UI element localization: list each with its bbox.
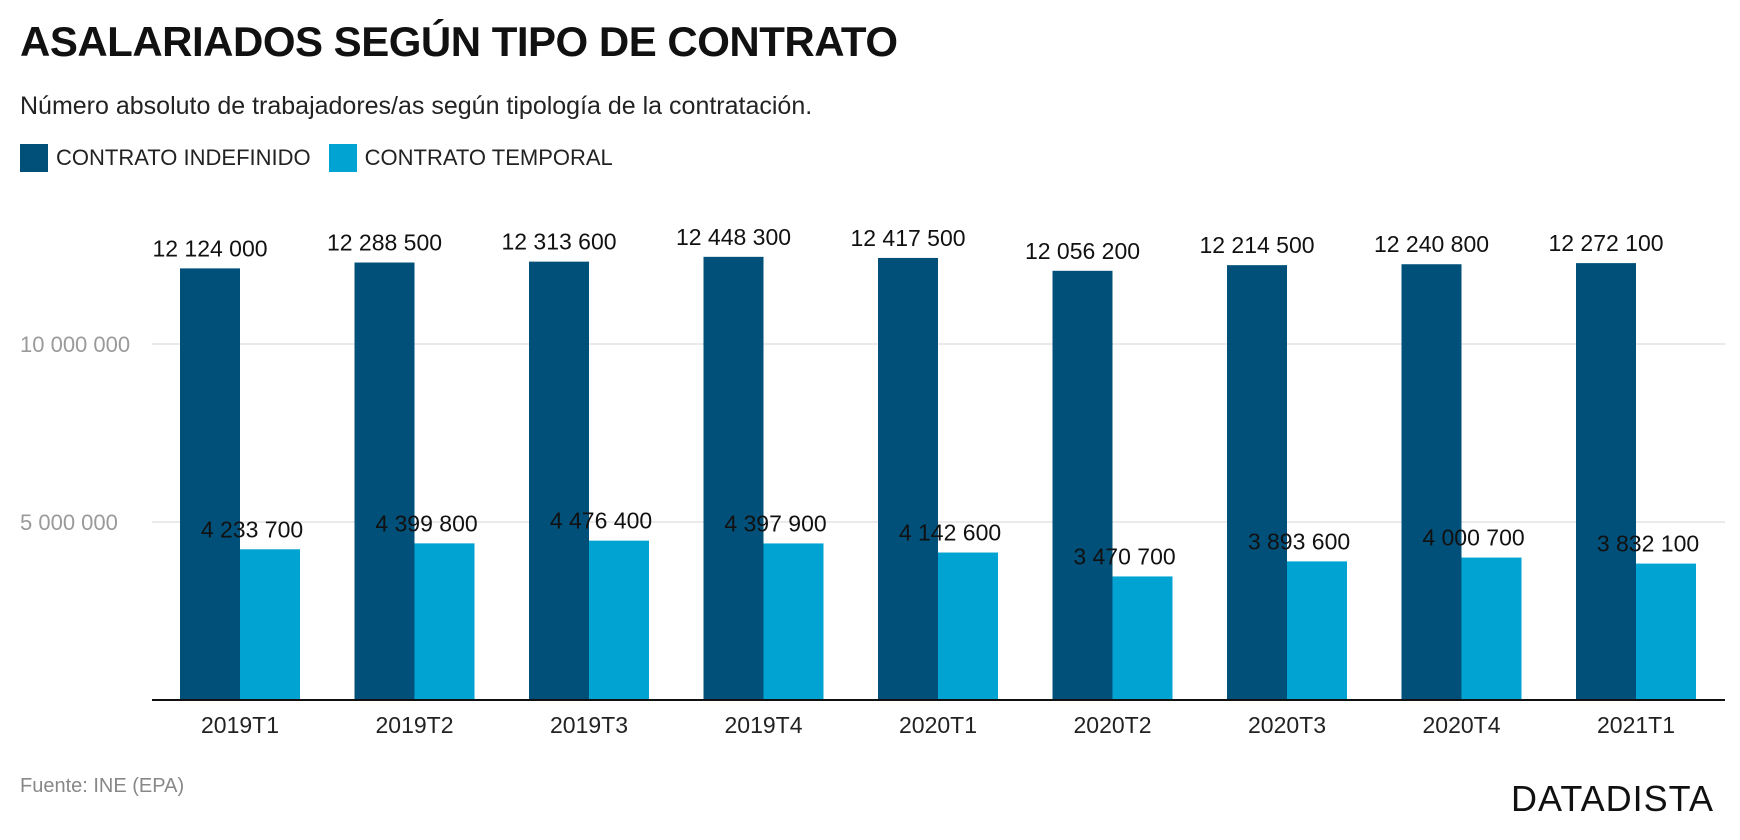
bar-indefinido	[180, 268, 240, 700]
bar-temporal	[763, 543, 824, 700]
x-tick-label: 2021T1	[1597, 712, 1675, 738]
data-label-indefinido: 12 240 800	[1374, 231, 1489, 257]
data-label-indefinido: 12 448 300	[676, 224, 791, 250]
data-label-temporal: 4 476 400	[550, 508, 652, 534]
data-label-indefinido: 12 313 600	[501, 229, 616, 255]
data-label-temporal: 4 233 700	[201, 516, 303, 542]
data-label-indefinido: 12 214 500	[1199, 232, 1314, 258]
bar-indefinido	[529, 261, 589, 700]
bar-temporal	[938, 552, 998, 700]
legend-label-indefinido: CONTRATO INDEFINIDO	[56, 145, 311, 170]
x-tick-label: 2019T2	[375, 712, 453, 738]
legend-item-temporal: CONTRATO TEMPORAL	[328, 144, 613, 172]
x-tick-label: 2020T1	[899, 712, 977, 738]
bar-indefinido	[1401, 264, 1462, 700]
data-label-indefinido: 12 272 100	[1548, 230, 1663, 256]
bar-temporal	[1287, 561, 1347, 700]
data-label-temporal: 4 000 700	[1422, 525, 1524, 551]
bar-temporal	[414, 543, 475, 700]
bar-temporal	[1112, 576, 1173, 700]
bar-indefinido	[1052, 270, 1113, 700]
data-label-temporal: 4 397 900	[724, 510, 826, 536]
data-label-indefinido: 12 124 000	[152, 235, 267, 261]
bar-indefinido	[1227, 265, 1287, 700]
bar-indefinido	[703, 256, 764, 700]
x-tick-label: 2019T1	[201, 712, 279, 738]
legend-label-temporal: CONTRATO TEMPORAL	[364, 145, 613, 170]
data-label-temporal: 4 142 600	[899, 520, 1001, 546]
data-label-temporal: 3 893 600	[1248, 528, 1350, 554]
x-tick-label: 2020T4	[1422, 712, 1500, 738]
chart-legend: CONTRATO INDEFINIDO CONTRATO TEMPORAL	[20, 144, 631, 172]
legend-swatch-indefinido	[20, 144, 48, 172]
chart-subtitle: Número absoluto de trabajadores/as según…	[20, 92, 813, 120]
bar-temporal	[1636, 563, 1696, 700]
x-tick-label: 2019T4	[724, 712, 802, 738]
source-note: Fuente: INE (EPA)	[20, 775, 185, 797]
x-tick-label: 2020T3	[1248, 712, 1326, 738]
bar-temporal	[589, 540, 649, 700]
y-tick-label: 5 000 000	[20, 510, 118, 535]
data-label-indefinido: 12 417 500	[850, 225, 965, 251]
bar-indefinido	[878, 257, 938, 700]
bar-temporal	[240, 549, 300, 700]
data-label-temporal: 3 470 700	[1073, 543, 1175, 569]
x-tick-label: 2020T2	[1073, 712, 1151, 738]
bar-indefinido	[354, 262, 415, 700]
legend-item-indefinido: CONTRATO INDEFINIDO	[20, 144, 311, 172]
bar-temporal	[1461, 557, 1522, 700]
data-label-temporal: 3 832 100	[1597, 531, 1699, 557]
legend-swatch-temporal	[328, 144, 357, 172]
brand-logo: DATADISTA	[1510, 778, 1714, 819]
y-tick-label: 10 000 000	[20, 332, 130, 357]
data-label-temporal: 4 399 800	[375, 510, 477, 536]
chart-title: ASALARIADOS SEGÚN TIPO DE CONTRATO	[20, 18, 898, 65]
data-label-indefinido: 12 288 500	[327, 230, 442, 256]
x-tick-label: 2019T3	[550, 712, 628, 738]
bar-indefinido	[1576, 263, 1636, 700]
data-label-indefinido: 12 056 200	[1025, 238, 1140, 264]
bar-chart: 5 000 000 10 000 000 12 124 000 4 233 700 20…	[20, 224, 1725, 738]
